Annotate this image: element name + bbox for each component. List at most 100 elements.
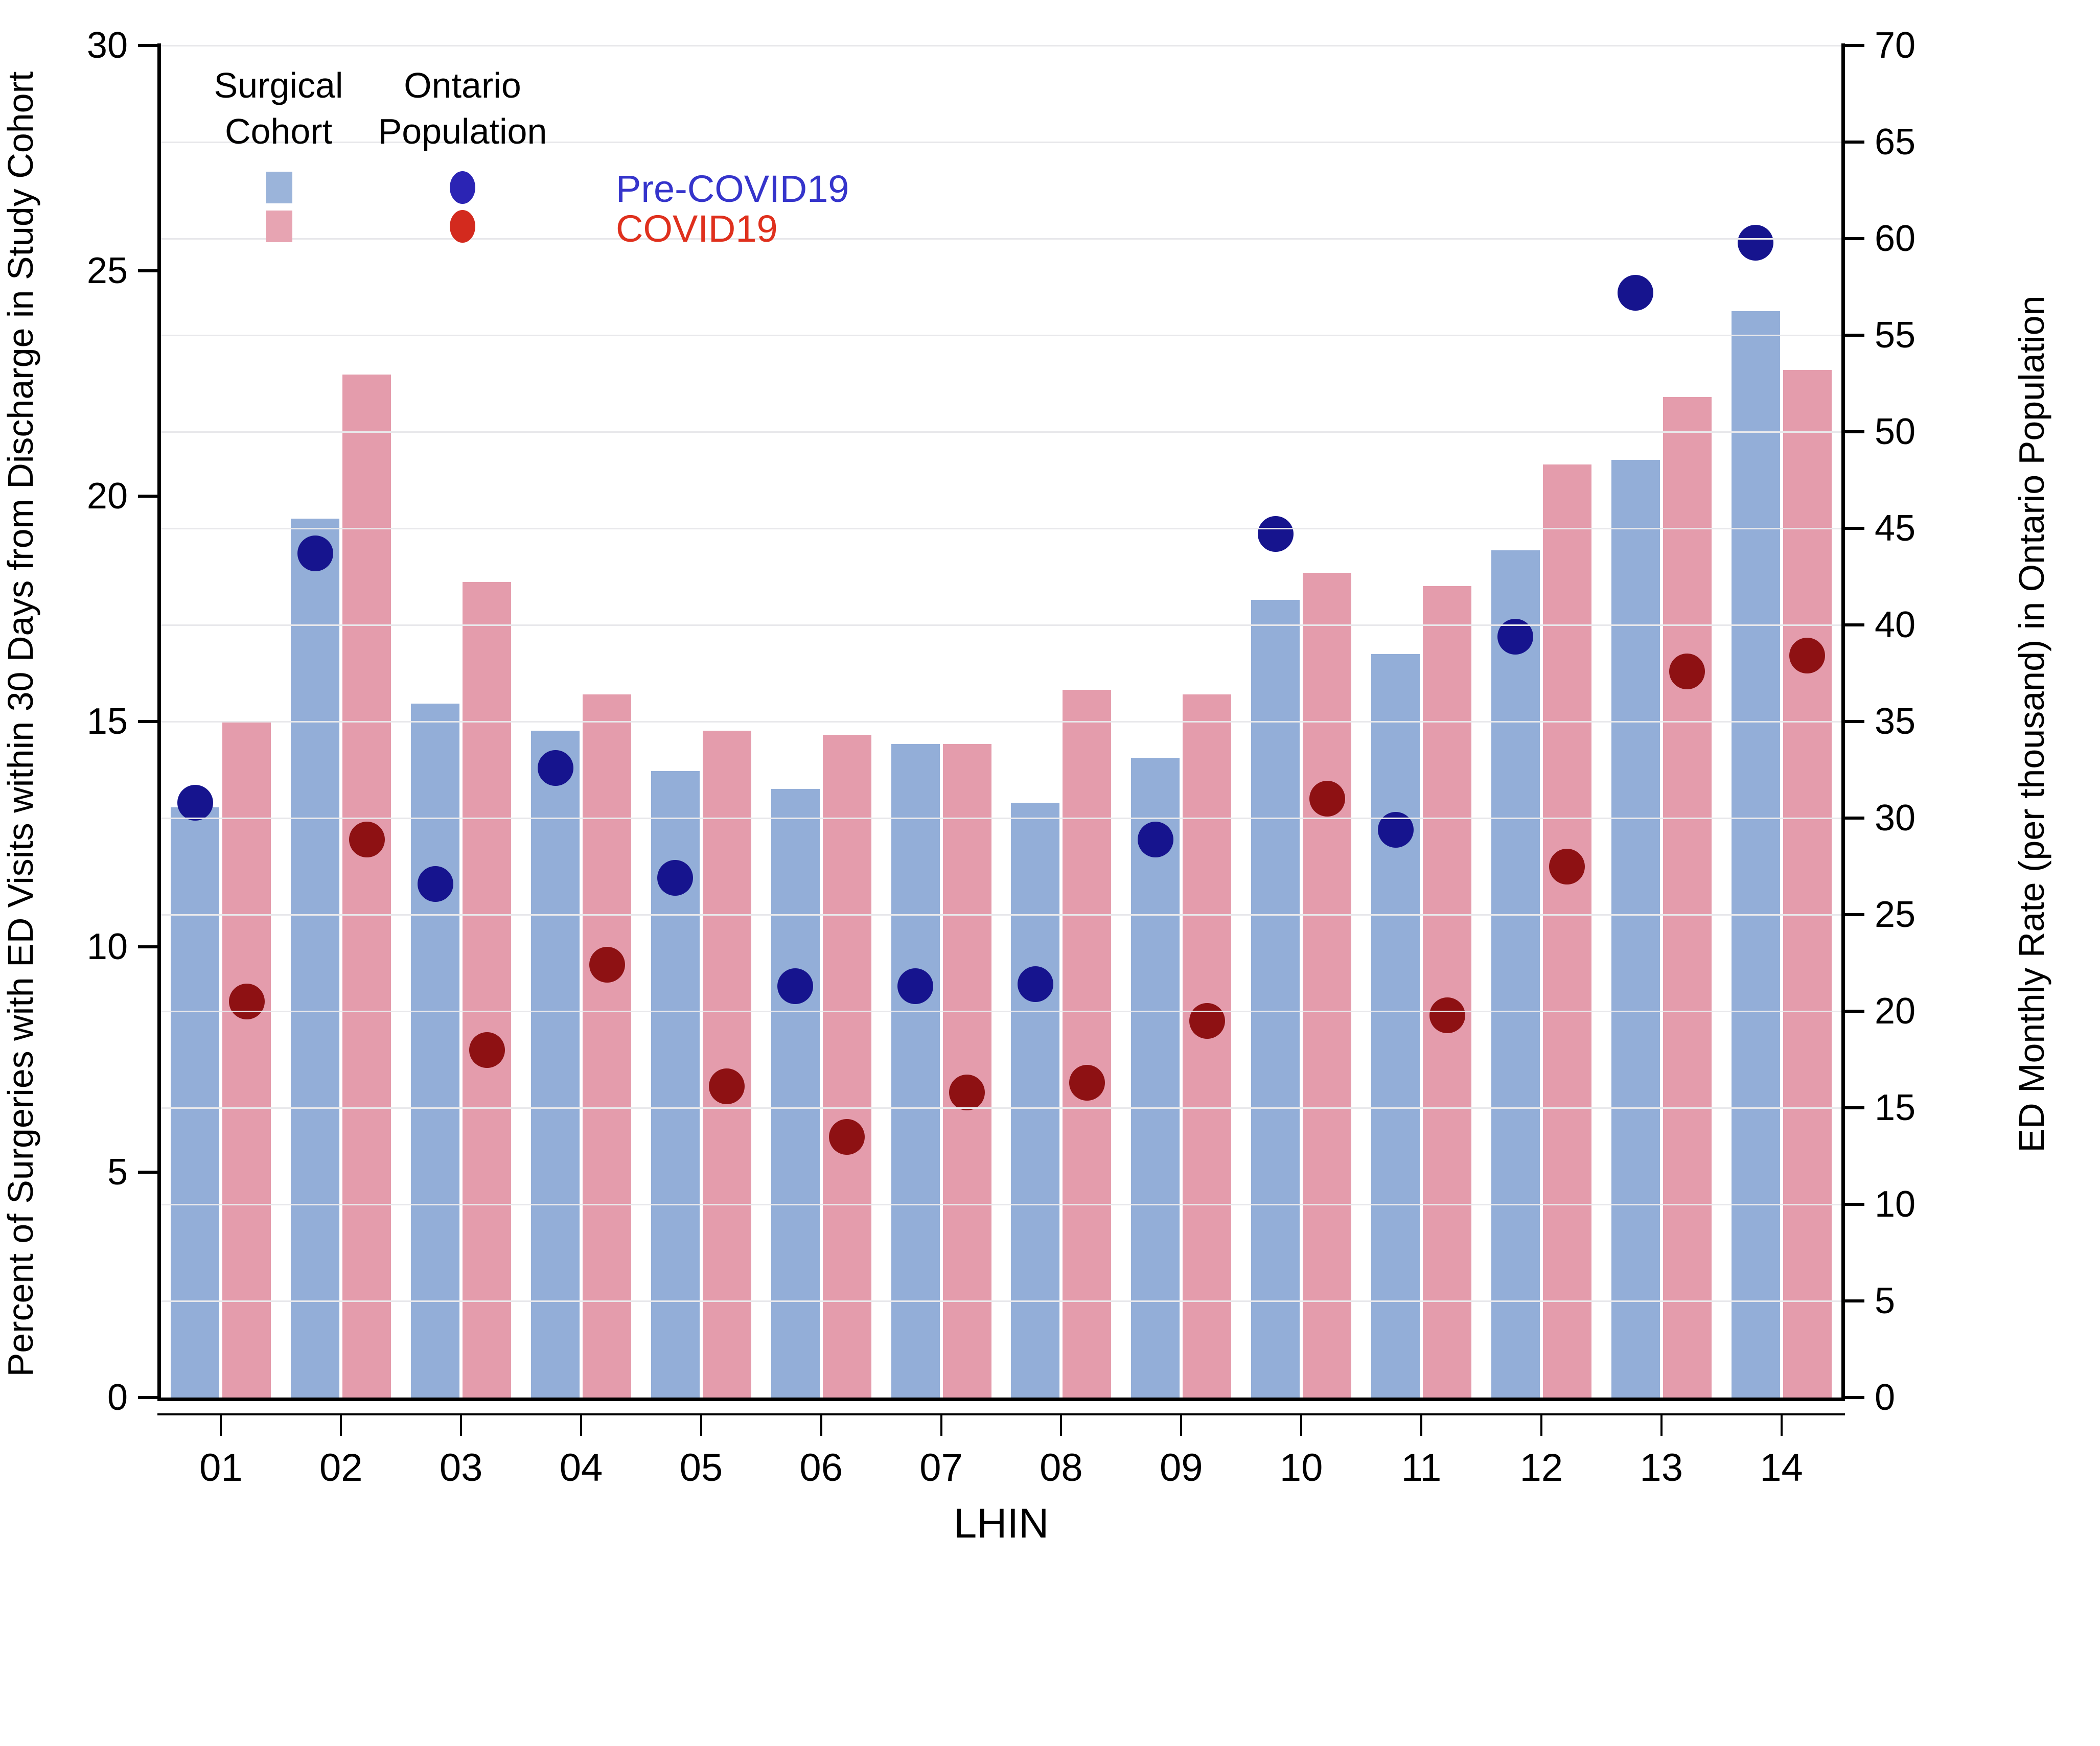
bar-covid19-14 <box>1783 370 1832 1398</box>
legend-header-line: Surgical <box>214 65 343 105</box>
gridline <box>161 1204 1841 1205</box>
gridline <box>161 142 1841 143</box>
bar-pre-covid19-11 <box>1371 654 1420 1398</box>
dot-covid19-02 <box>349 821 385 857</box>
bar-pre-covid19-08 <box>1011 802 1060 1398</box>
left-tick <box>138 495 157 498</box>
bar-covid19-12 <box>1542 464 1591 1398</box>
left-tick <box>138 269 157 272</box>
bar-covid19-07 <box>942 744 991 1398</box>
bar-pre-covid19-07 <box>891 744 940 1398</box>
bar-covid19-05 <box>702 730 751 1398</box>
dot-pre-covid19-08 <box>1017 966 1053 1003</box>
dot-covid19-10 <box>1309 781 1345 817</box>
right-tick <box>1845 141 1864 144</box>
dot-pre-covid19-13 <box>1618 274 1654 311</box>
right-tick <box>1845 430 1864 433</box>
gridline <box>161 335 1841 336</box>
legend-header-line: Cohort <box>224 111 333 151</box>
left-tick-label: 20 <box>86 476 128 517</box>
x-tick-label-12: 12 <box>1519 1446 1563 1489</box>
right-tick <box>1845 1299 1864 1302</box>
right-tick-label: 10 <box>1875 1184 1916 1225</box>
dot-covid19-01 <box>228 984 265 1020</box>
bar-covid19-06 <box>822 735 871 1398</box>
left-tick-label: 25 <box>86 250 128 291</box>
x-tick-label-03: 03 <box>439 1446 483 1489</box>
right-tick <box>1845 44 1864 47</box>
right-tick-label: 20 <box>1875 991 1916 1032</box>
x-tick-05 <box>700 1415 702 1436</box>
legend-label-pre-covid19: Pre-COVID19 <box>616 168 849 210</box>
legend-header-ontario-population: Ontario Population <box>368 62 557 154</box>
bar-group-02 <box>281 45 401 1398</box>
left-tick-label: 10 <box>86 926 128 967</box>
x-tick-10 <box>1300 1415 1303 1436</box>
x-tick-12 <box>1540 1415 1542 1436</box>
left-axis-line <box>157 43 161 1401</box>
dot-pre-covid19-14 <box>1738 224 1774 261</box>
x-tick-09 <box>1180 1415 1183 1436</box>
right-tick <box>1845 527 1864 530</box>
legend-label-covid19: COVID19 <box>616 207 778 250</box>
bar-group-05 <box>641 45 761 1398</box>
x-tick-07 <box>940 1415 942 1436</box>
bar-pre-covid19-03 <box>411 703 460 1398</box>
dot-pre-covid19-01 <box>177 784 213 821</box>
dot-pre-covid19-05 <box>657 860 694 896</box>
x-tick-14 <box>1780 1415 1783 1436</box>
right-tick <box>1845 1106 1864 1109</box>
dot-covid19-12 <box>1549 848 1585 884</box>
dot-covid19-14 <box>1789 638 1826 674</box>
x-tick-label-06: 06 <box>799 1446 843 1489</box>
right-tick-label: 65 <box>1875 122 1916 162</box>
right-tick <box>1845 623 1864 626</box>
bar-covid19-09 <box>1183 694 1232 1398</box>
left-tick-label: 15 <box>86 701 128 742</box>
right-tick-label: 70 <box>1875 25 1916 66</box>
x-tick-13 <box>1660 1415 1663 1436</box>
right-tick-label: 55 <box>1875 315 1916 356</box>
bar-pre-covid19-10 <box>1251 599 1300 1398</box>
x-tick-06 <box>820 1415 822 1436</box>
chart-figure: Percent of Surgeries with ED Visits with… <box>1 25 2051 1547</box>
legend-header-surgical-cohort: Surgical Cohort <box>202 62 355 154</box>
right-tick-label: 25 <box>1875 894 1916 935</box>
gridline <box>161 1107 1841 1109</box>
x-tick-08 <box>1060 1415 1063 1436</box>
bar-pre-covid19-13 <box>1611 460 1660 1398</box>
right-tick <box>1845 334 1864 337</box>
dot-pre-covid19-02 <box>297 536 333 572</box>
gridline <box>161 431 1841 433</box>
x-tick-label-01: 01 <box>199 1446 243 1489</box>
bar-group-09 <box>1121 45 1241 1398</box>
plot-area <box>161 45 1841 1398</box>
x-baseline <box>157 1398 1845 1401</box>
right-tick <box>1845 913 1864 916</box>
bar-group-14 <box>1721 45 1841 1398</box>
dot-pre-covid19-03 <box>417 866 453 902</box>
dot-covid19-08 <box>1069 1064 1105 1101</box>
gridline <box>161 1300 1841 1302</box>
left-axis-title: Percent of Surgeries with ED Visits with… <box>1 71 40 1377</box>
right-tick <box>1845 1396 1864 1399</box>
bar-group-07 <box>881 45 1001 1398</box>
x-tick-01 <box>220 1415 222 1436</box>
left-tick <box>138 44 157 47</box>
right-axis-line <box>1841 43 1845 1401</box>
legend-header-line: Ontario <box>404 65 521 105</box>
gridline <box>161 818 1841 819</box>
dot-covid19-06 <box>829 1119 865 1155</box>
bar-group-13 <box>1601 45 1721 1398</box>
x-tick-label-05: 05 <box>679 1446 723 1489</box>
dot-pre-covid19-07 <box>897 968 934 1004</box>
right-tick <box>1845 720 1864 723</box>
gridline <box>161 238 1841 240</box>
bar-pre-covid19-09 <box>1131 757 1180 1398</box>
legend-dot-swatch-pre-covid19 <box>450 171 475 204</box>
bar-pre-covid19-12 <box>1491 550 1540 1398</box>
left-tick <box>138 1396 157 1399</box>
right-tick-label: 35 <box>1875 701 1916 742</box>
legend-header-line: Population <box>378 111 547 151</box>
bar-covid19-02 <box>342 374 391 1398</box>
